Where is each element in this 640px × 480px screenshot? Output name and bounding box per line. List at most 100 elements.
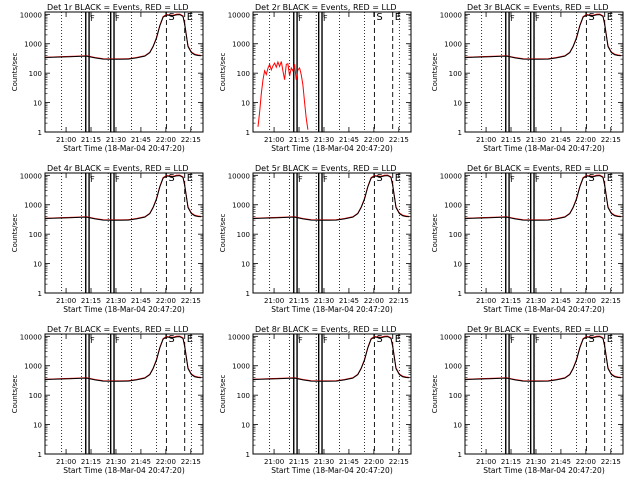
panel-title: Det 9r BLACK = Events, RED = LLD — [467, 325, 609, 334]
flag-marker: F — [510, 336, 515, 345]
start-marker: S — [168, 334, 174, 345]
panel-title: Det 4r BLACK = Events, RED = LLD — [47, 164, 189, 173]
x-tick-label: 22:15 — [389, 297, 409, 305]
lld-series-line — [465, 174, 622, 221]
x-tick-label: 21:45 — [551, 297, 571, 305]
plot-frame — [44, 333, 204, 455]
panel-title: Det 3r BLACK = Events, RED = LLD — [467, 3, 609, 12]
end-marker: E — [395, 334, 401, 345]
x-axis-label: Start Time (18-Mar-04 20:47:20) — [483, 144, 605, 153]
y-axis-label: Counts/sec — [431, 375, 439, 414]
flag-marker: F — [298, 175, 303, 184]
start-marker: S — [168, 173, 174, 184]
start-marker: S — [588, 334, 594, 345]
y-tick-label: 1 — [38, 129, 42, 137]
panel-title: Det 7r BLACK = Events, RED = LLD — [47, 325, 189, 334]
detector-panel: Det 2r BLACK = Events, RED = LLD 1 10 100 10… — [219, 3, 412, 153]
y-tick-label: 10 — [453, 422, 462, 430]
y-tick-label: 100 — [29, 392, 42, 400]
y-tick-label: 10000 — [20, 11, 42, 19]
y-tick-label: 1000 — [232, 363, 250, 371]
flag-marker: F — [298, 14, 303, 23]
events-series-line — [465, 175, 622, 221]
lld-series-line — [253, 335, 410, 382]
y-tick-label: 10 — [453, 100, 462, 108]
x-axis-label: Start Time (18-Mar-04 20:47:20) — [271, 305, 393, 314]
x-tick-label: 21:30 — [526, 297, 546, 305]
detector-panel: Det 6r BLACK = Events, RED = LLD 1 10 100 10… — [431, 164, 624, 314]
flag-marker: F — [535, 175, 540, 184]
x-axis-label: Start Time (18-Mar-04 20:47:20) — [483, 305, 605, 314]
plot-frame — [252, 172, 412, 294]
detector-panel: Det 4r BLACK = Events, RED = LLD 1 10 100 10… — [11, 164, 204, 314]
end-marker: E — [607, 334, 613, 345]
events-series-line — [253, 336, 410, 382]
lld-series-line — [257, 60, 309, 130]
y-tick-label: 100 — [449, 231, 462, 239]
y-tick-label: 100 — [237, 231, 250, 239]
y-tick-label: 1000 — [24, 363, 42, 371]
x-axis-label: Start Time (18-Mar-04 20:47:20) — [271, 466, 393, 475]
plot-frame — [44, 172, 204, 294]
lld-series-line — [465, 13, 622, 60]
x-tick-label: 21:30 — [106, 136, 126, 144]
events-series-line — [465, 14, 622, 60]
y-tick-label: 10000 — [228, 172, 250, 180]
panel-title: Det 2r BLACK = Events, RED = LLD — [255, 3, 397, 12]
y-axis-label: Counts/sec — [219, 214, 227, 253]
x-tick-label: 22:00 — [364, 297, 384, 305]
flag-marker: F — [115, 14, 120, 23]
x-tick-label: 21:00 — [56, 458, 76, 466]
x-tick-label: 21:45 — [551, 458, 571, 466]
y-tick-label: 10000 — [228, 11, 250, 19]
x-tick-label: 21:30 — [106, 458, 126, 466]
y-axis-label: Counts/sec — [11, 214, 19, 253]
detector-panel: Det 1r BLACK = Events, RED = LLD 1 10 100 10… — [11, 3, 204, 153]
detector-panel: Det 9r BLACK = Events, RED = LLD 1 10 100 10… — [431, 325, 624, 475]
y-axis-label: Counts/sec — [11, 53, 19, 92]
x-tick-label: 22:00 — [156, 136, 176, 144]
y-tick-label: 10000 — [20, 333, 42, 341]
x-tick-label: 21:30 — [314, 458, 334, 466]
end-marker: E — [187, 334, 193, 345]
plot-frame — [464, 172, 624, 294]
y-tick-label: 10000 — [440, 333, 462, 341]
y-tick-label: 10 — [33, 100, 42, 108]
y-tick-label: 10000 — [20, 172, 42, 180]
lld-series-line — [45, 13, 202, 60]
flag-marker: F — [323, 175, 328, 184]
y-tick-label: 100 — [449, 392, 462, 400]
detector-panel: Det 8r BLACK = Events, RED = LLD 1 10 100 10… — [219, 325, 412, 475]
end-marker: E — [395, 173, 401, 184]
y-tick-label: 100 — [237, 392, 250, 400]
x-tick-label: 21:45 — [339, 297, 359, 305]
detector-panel: Det 3r BLACK = Events, RED = LLD 1 10 100 10… — [431, 3, 624, 153]
x-tick-label: 21:30 — [314, 297, 334, 305]
y-tick-label: 10 — [453, 261, 462, 269]
x-tick-label: 21:30 — [526, 458, 546, 466]
panel-title: Det 6r BLACK = Events, RED = LLD — [467, 164, 609, 173]
y-tick-label: 1 — [246, 290, 250, 298]
start-marker: S — [168, 12, 174, 23]
events-series-line — [45, 336, 202, 382]
start-marker: S — [588, 173, 594, 184]
y-tick-label: 10 — [241, 261, 250, 269]
x-tick-label: 22:00 — [156, 297, 176, 305]
y-tick-label: 1000 — [24, 202, 42, 210]
x-tick-label: 21:45 — [131, 458, 151, 466]
x-tick-label: 21:45 — [131, 297, 151, 305]
x-tick-label: 21:15 — [289, 297, 309, 305]
y-tick-label: 1000 — [444, 363, 462, 371]
x-tick-label: 21:00 — [476, 297, 496, 305]
x-axis-label: Start Time (18-Mar-04 20:47:20) — [271, 144, 393, 153]
y-tick-label: 10000 — [440, 11, 462, 19]
lld-series-line — [45, 174, 202, 221]
flag-marker: F — [510, 175, 515, 184]
x-tick-label: 21:00 — [476, 458, 496, 466]
x-tick-label: 22:15 — [181, 136, 201, 144]
y-tick-label: 10 — [33, 261, 42, 269]
y-tick-label: 1 — [246, 451, 250, 459]
y-tick-label: 1 — [38, 290, 42, 298]
events-series-line — [45, 14, 202, 60]
x-tick-label: 21:15 — [289, 136, 309, 144]
